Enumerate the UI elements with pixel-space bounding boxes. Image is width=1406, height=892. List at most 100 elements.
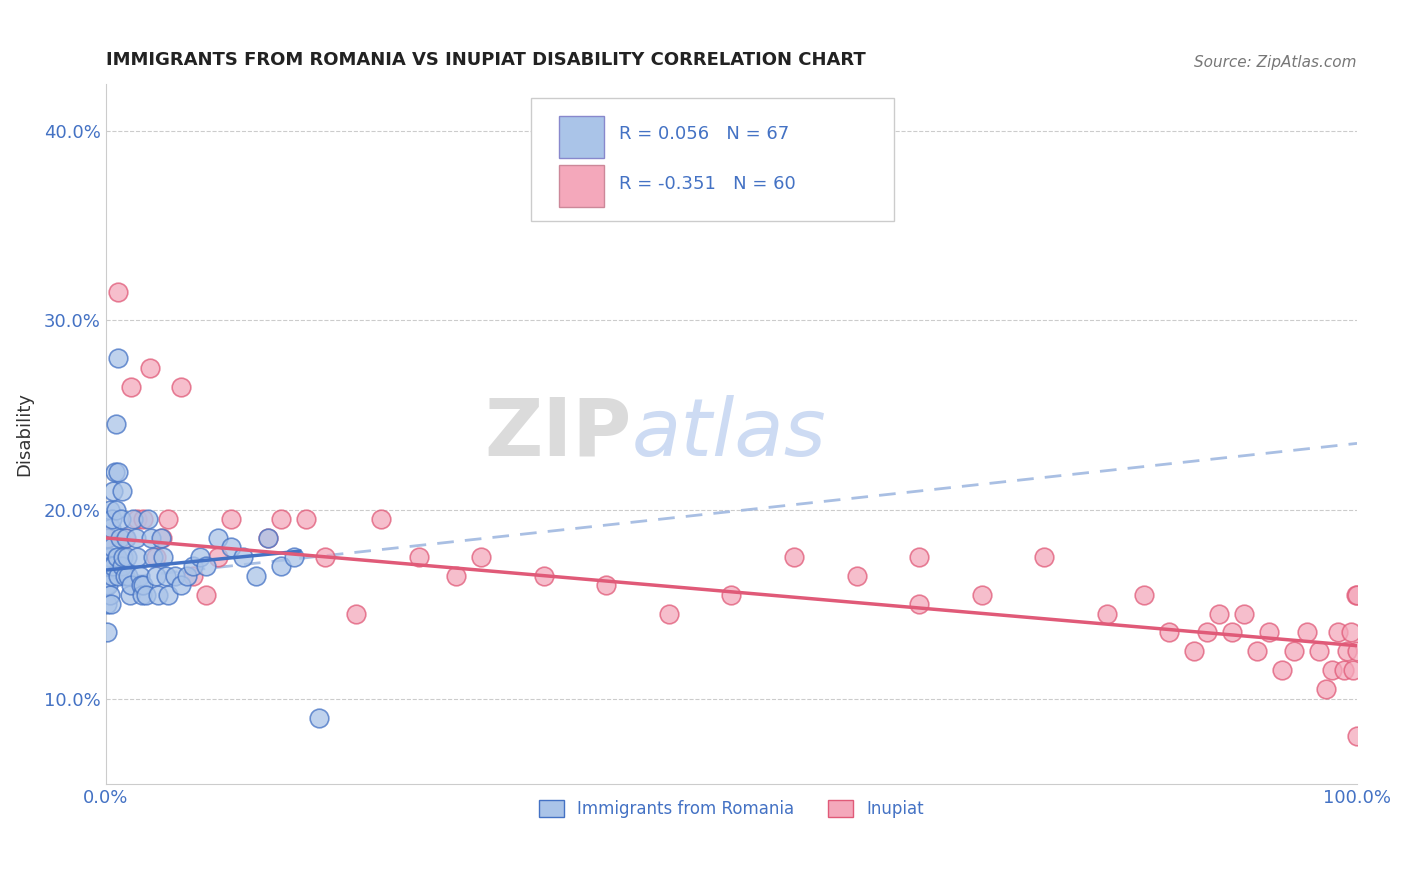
Point <box>138 360 160 375</box>
Text: IMMIGRANTS FROM ROMANIA VS INUPIAT DISABILITY CORRELATION CHART: IMMIGRANTS FROM ROMANIA VS INUPIAT DISAB… <box>105 51 866 69</box>
Text: R = -0.351   N = 60: R = -0.351 N = 60 <box>619 175 796 194</box>
Point <box>1208 607 1230 621</box>
Point <box>1333 663 1355 677</box>
Point <box>283 549 305 564</box>
Point <box>257 531 280 545</box>
Point <box>1308 644 1330 658</box>
Point <box>270 512 292 526</box>
Point <box>94 531 117 545</box>
Point <box>1346 730 1368 744</box>
Point <box>114 531 136 545</box>
Legend: Immigrants from Romania, Inupiat: Immigrants from Romania, Inupiat <box>533 793 931 824</box>
Point <box>118 588 141 602</box>
Point <box>1336 644 1358 658</box>
Point <box>105 549 128 564</box>
Text: ZIP: ZIP <box>484 395 631 473</box>
Point <box>219 541 242 555</box>
Point <box>132 578 155 592</box>
Point <box>115 549 138 564</box>
Point <box>94 549 117 564</box>
Point <box>101 568 124 582</box>
Point <box>845 568 868 582</box>
Point <box>117 568 139 582</box>
Point <box>308 710 330 724</box>
Point <box>176 568 198 582</box>
Point <box>155 568 177 582</box>
Point <box>122 512 145 526</box>
Point <box>128 568 150 582</box>
Point <box>207 531 229 545</box>
Point <box>98 588 121 602</box>
Point <box>1320 663 1343 677</box>
Point <box>232 549 254 564</box>
Point <box>163 568 186 582</box>
Point <box>101 512 124 526</box>
Point <box>783 549 806 564</box>
Point <box>100 597 122 611</box>
Point <box>257 531 280 545</box>
Point <box>131 588 153 602</box>
Point <box>135 588 157 602</box>
Point <box>125 531 148 545</box>
Point <box>129 578 152 592</box>
Point <box>138 512 160 526</box>
Point <box>1233 607 1256 621</box>
Point <box>1296 625 1319 640</box>
Point <box>170 578 193 592</box>
Point <box>103 559 125 574</box>
Point <box>1033 549 1056 564</box>
Point <box>115 531 138 545</box>
Point <box>1159 625 1181 640</box>
Point <box>108 531 131 545</box>
Point <box>103 483 125 498</box>
Point <box>207 549 229 564</box>
Point <box>107 351 129 366</box>
Y-axis label: Disability: Disability <box>15 392 32 476</box>
Point <box>1284 644 1306 658</box>
Point <box>132 512 155 526</box>
Point <box>100 521 122 535</box>
Point <box>100 559 122 574</box>
Point <box>157 512 180 526</box>
Point <box>1220 625 1243 640</box>
Point <box>595 578 617 592</box>
Point <box>194 559 217 574</box>
Point <box>295 512 318 526</box>
Point <box>98 549 121 564</box>
Point <box>370 512 392 526</box>
Point <box>908 597 931 611</box>
Text: atlas: atlas <box>631 395 827 473</box>
Point <box>152 549 174 564</box>
Point <box>96 559 118 574</box>
Point <box>1346 644 1368 658</box>
Point <box>127 549 149 564</box>
Point <box>170 379 193 393</box>
Point <box>344 607 367 621</box>
Point <box>194 588 217 602</box>
FancyBboxPatch shape <box>531 98 894 220</box>
Point <box>1195 625 1218 640</box>
Point <box>98 502 121 516</box>
Point <box>245 568 267 582</box>
Point <box>720 588 742 602</box>
Point <box>1344 588 1367 602</box>
FancyBboxPatch shape <box>558 165 603 207</box>
Point <box>97 531 120 545</box>
Point <box>107 285 129 299</box>
Text: Source: ZipAtlas.com: Source: ZipAtlas.com <box>1195 55 1357 70</box>
Point <box>104 502 127 516</box>
Point <box>157 588 180 602</box>
Point <box>1133 588 1156 602</box>
Point <box>1346 588 1368 602</box>
Point <box>314 549 336 564</box>
Point <box>142 549 165 564</box>
Point <box>96 597 118 611</box>
Point <box>127 512 149 526</box>
Point <box>1246 644 1268 658</box>
Point <box>94 578 117 592</box>
Point <box>120 379 142 393</box>
Point <box>107 465 129 479</box>
Point <box>183 559 205 574</box>
Point <box>1095 607 1118 621</box>
Point <box>148 588 170 602</box>
